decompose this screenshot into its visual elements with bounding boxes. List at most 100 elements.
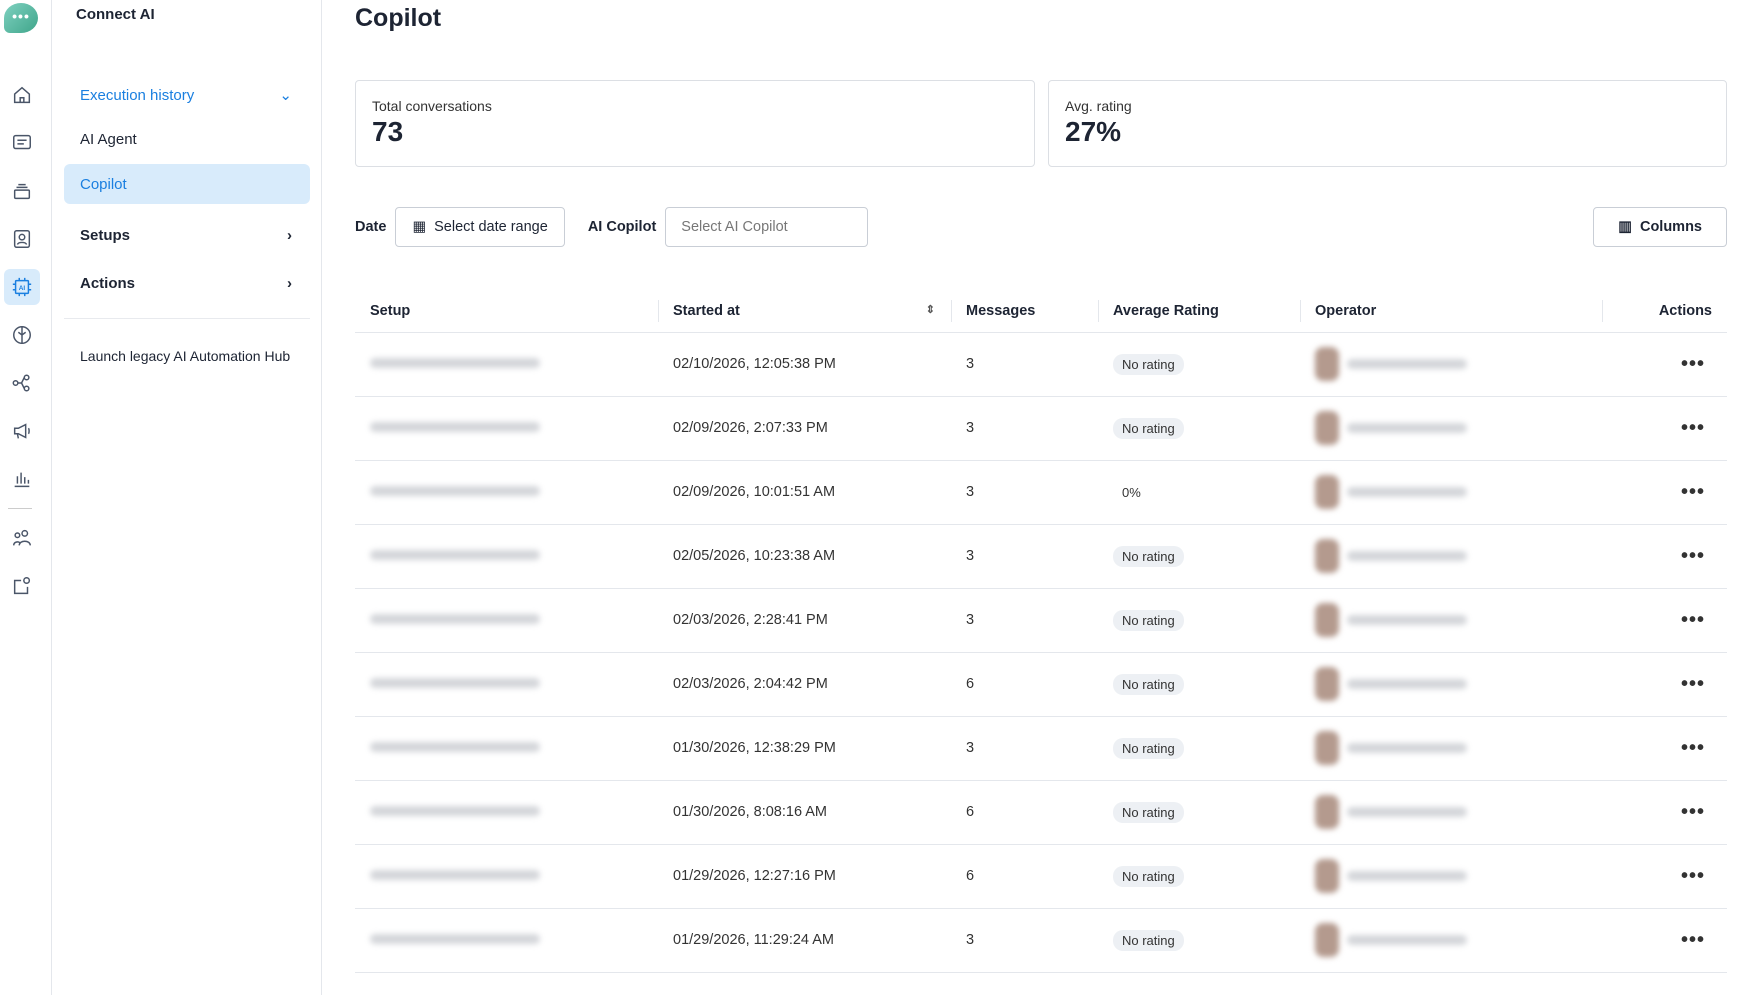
setup-cell: [355, 908, 658, 973]
rating-cell: No rating: [1098, 716, 1300, 781]
started-at-cell: 02/09/2026, 10:01:51 AM: [658, 460, 951, 525]
rating-badge: No rating: [1113, 801, 1184, 823]
sidebar-item-execution-history[interactable]: Execution history ⌄: [64, 75, 310, 115]
avatar: [1315, 475, 1339, 509]
layers-icon[interactable]: [4, 173, 40, 209]
redacted-operator: [1347, 743, 1467, 753]
more-actions-icon[interactable]: •••: [1602, 780, 1727, 845]
redacted-operator: [1347, 807, 1467, 817]
flow-icon[interactable]: [4, 365, 40, 401]
sidebar-item-ai-agent[interactable]: AI Agent: [64, 119, 310, 159]
table-row[interactable]: 02/03/2026, 2:04:42 PM 6 No rating •••: [355, 652, 1727, 717]
label: Started at: [673, 302, 740, 319]
integrations-icon[interactable]: [4, 568, 40, 604]
col-setup[interactable]: Setup: [355, 290, 658, 333]
megaphone-icon[interactable]: [4, 413, 40, 449]
col-operator[interactable]: Operator: [1300, 290, 1602, 333]
avatar: [1315, 539, 1339, 573]
col-messages[interactable]: Messages: [951, 290, 1098, 333]
sidebar-item-setups[interactable]: Setups ›: [64, 215, 310, 255]
avatar: [1315, 347, 1339, 381]
table-row[interactable]: 01/30/2026, 8:08:16 AM 6 No rating •••: [355, 780, 1727, 845]
started-at-cell: 02/03/2026, 2:04:42 PM: [658, 652, 951, 717]
rating-badge: No rating: [1113, 929, 1184, 951]
redacted-setup: [370, 486, 540, 496]
table-row[interactable]: 02/03/2026, 2:28:41 PM 3 No rating •••: [355, 588, 1727, 653]
more-actions-icon[interactable]: •••: [1602, 652, 1727, 717]
operator-cell: [1300, 716, 1602, 781]
brain-icon[interactable]: [4, 317, 40, 353]
messages-cell: 3: [951, 332, 1098, 397]
table-row[interactable]: 01/29/2026, 12:27:16 PM 6 No rating •••: [355, 844, 1727, 909]
copilot-label: AI Copilot: [587, 219, 657, 235]
rating-badge: No rating: [1113, 609, 1184, 631]
avatar: [1315, 923, 1339, 957]
avatar: [1315, 859, 1339, 893]
more-actions-icon[interactable]: •••: [1602, 460, 1727, 525]
col-average-rating[interactable]: Average Rating: [1098, 290, 1300, 333]
redacted-operator: [1347, 935, 1467, 945]
sidebar-item-copilot[interactable]: Copilot: [64, 164, 310, 204]
date-range-button[interactable]: ▦ Select date range: [395, 207, 565, 247]
table-row[interactable]: 02/09/2026, 10:01:51 AM 3 0% •••: [355, 460, 1727, 525]
divider: [64, 318, 310, 319]
more-actions-icon[interactable]: •••: [1602, 332, 1727, 397]
more-actions-icon[interactable]: •••: [1602, 908, 1727, 973]
home-icon[interactable]: [4, 77, 40, 113]
svg-text:AI: AI: [19, 285, 26, 292]
stat-label: Avg. rating: [1065, 98, 1132, 114]
columns-icon: ▥: [1618, 219, 1632, 235]
label: Select date range: [434, 219, 548, 235]
users-icon[interactable]: [4, 520, 40, 556]
sort-icon[interactable]: ⇕: [925, 303, 935, 316]
setup-cell: [355, 780, 658, 845]
table-row[interactable]: 01/29/2026, 11:29:24 AM 3 No rating •••: [355, 908, 1727, 973]
messages-cell: 3: [951, 716, 1098, 781]
messages-icon[interactable]: [4, 125, 40, 161]
label: Actions: [80, 274, 136, 292]
label: Average Rating: [1113, 302, 1219, 319]
copilot-select[interactable]: Select AI Copilot: [665, 207, 869, 247]
redacted-operator: [1347, 423, 1467, 433]
launch-legacy-link[interactable]: Launch legacy AI Automation Hub: [64, 336, 310, 376]
setup-cell: [355, 332, 658, 397]
contacts-icon[interactable]: [4, 221, 40, 257]
more-actions-icon[interactable]: •••: [1602, 716, 1727, 781]
setup-cell: [355, 652, 658, 717]
rating-badge: No rating: [1113, 353, 1184, 375]
columns-button[interactable]: ▥ Columns: [1593, 207, 1727, 247]
redacted-setup: [370, 934, 540, 944]
sidebar-item-actions[interactable]: Actions ›: [64, 263, 310, 303]
date-label: Date: [355, 219, 387, 235]
setup-cell: [355, 524, 658, 589]
label: Actions: [1658, 302, 1712, 319]
label: Columns: [1639, 219, 1702, 235]
started-at-cell: 01/30/2026, 12:38:29 PM: [658, 716, 951, 781]
messages-cell: 3: [951, 460, 1098, 525]
operator-cell: [1300, 588, 1602, 653]
redacted-setup: [370, 358, 540, 368]
stat-label: Total conversations: [372, 98, 492, 114]
rating-cell: No rating: [1098, 652, 1300, 717]
more-actions-icon[interactable]: •••: [1602, 396, 1727, 461]
redacted-setup: [370, 614, 540, 624]
chart-icon[interactable]: [4, 461, 40, 497]
ai-chip-icon[interactable]: AI: [4, 269, 40, 305]
col-started-at[interactable]: Started at ⇕: [658, 290, 951, 333]
more-actions-icon[interactable]: •••: [1602, 524, 1727, 589]
more-actions-icon[interactable]: •••: [1602, 844, 1727, 909]
table-row[interactable]: 01/30/2026, 12:38:29 PM 3 No rating •••: [355, 716, 1727, 781]
started-at-cell: 02/10/2026, 12:05:38 PM: [658, 332, 951, 397]
table-row[interactable]: 02/10/2026, 12:05:38 PM 3 No rating •••: [355, 332, 1727, 397]
col-actions: Actions: [1602, 290, 1727, 333]
more-actions-icon[interactable]: •••: [1602, 588, 1727, 653]
rating-badge: No rating: [1113, 545, 1184, 567]
rating-cell: No rating: [1098, 780, 1300, 845]
messages-cell: 6: [951, 780, 1098, 845]
table-row[interactable]: 02/09/2026, 2:07:33 PM 3 No rating •••: [355, 396, 1727, 461]
rating-badge: No rating: [1113, 673, 1184, 695]
operator-cell: [1300, 396, 1602, 461]
redacted-operator: [1347, 615, 1467, 625]
table-row[interactable]: 02/05/2026, 10:23:38 AM 3 No rating •••: [355, 524, 1727, 589]
redacted-setup: [370, 742, 540, 752]
